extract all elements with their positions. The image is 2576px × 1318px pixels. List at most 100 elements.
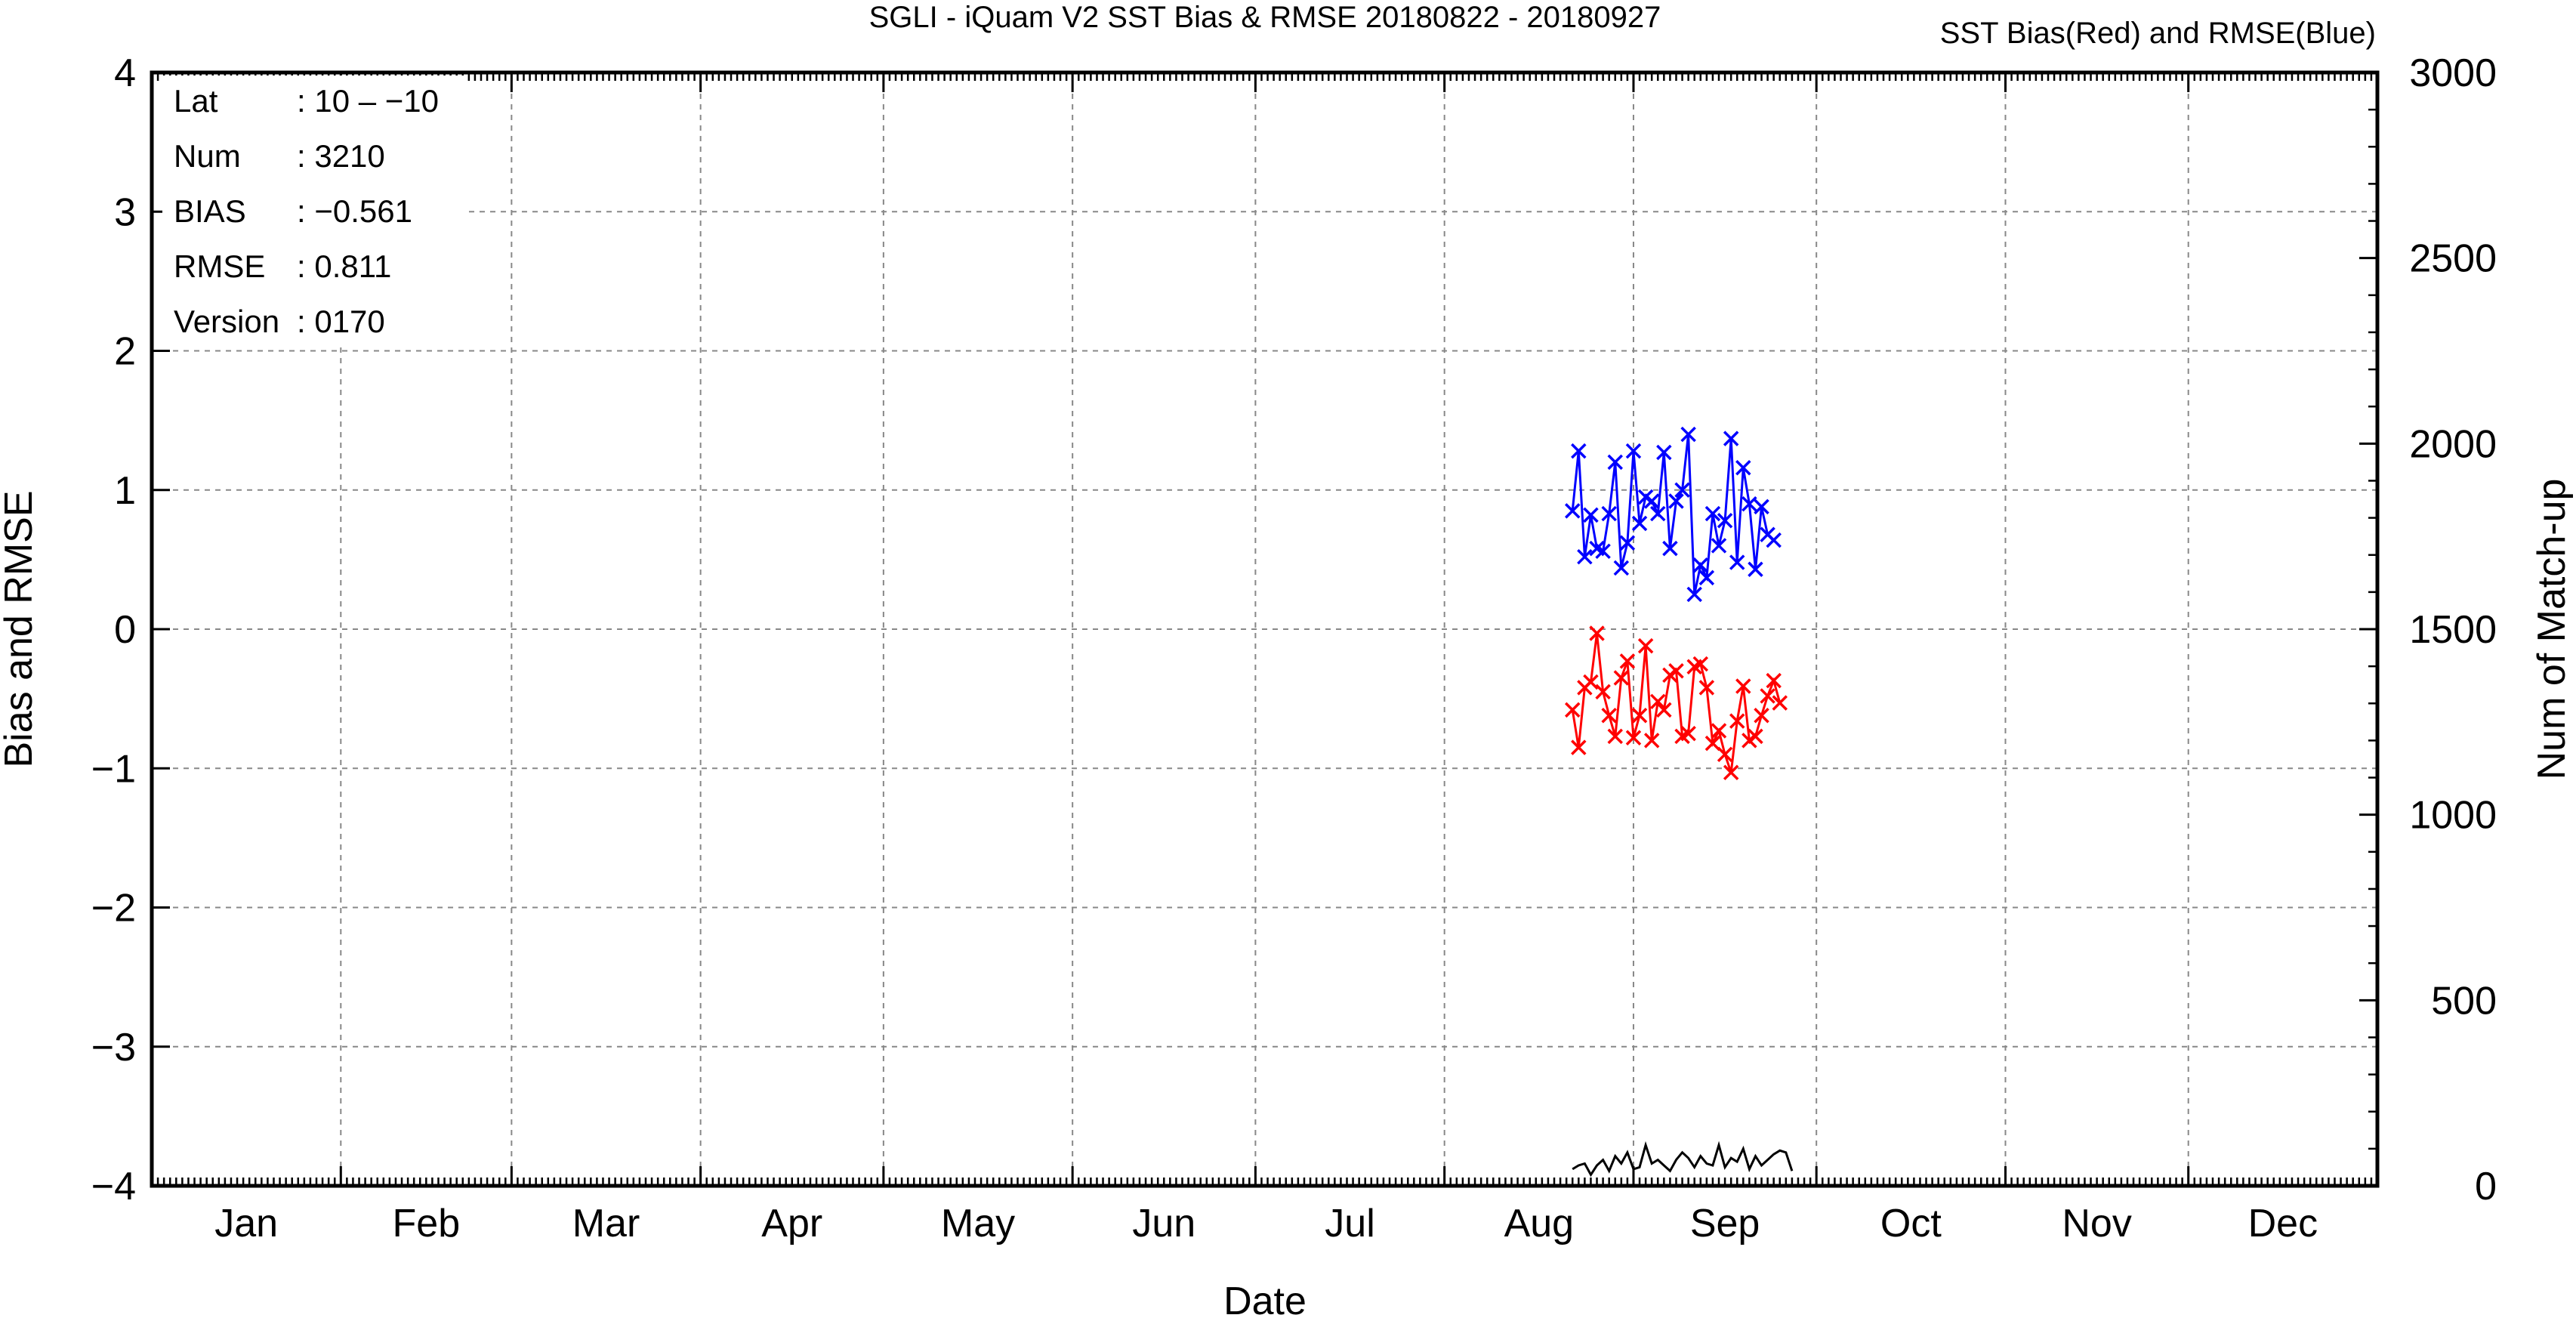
sst-rmse-point [1729,554,1745,570]
sst-rmse-point [1625,443,1642,459]
sst-bias-point [1668,663,1684,679]
y2-tick-label: 1500 [2409,608,2497,652]
sst-bias-point [1595,684,1611,700]
sst-bias-point [1583,674,1599,690]
x-axis-label: Date [1223,1279,1307,1318]
data-series [1565,426,1794,1178]
sst-rmse-point [1735,460,1751,476]
y-tick-label: −4 [91,1165,136,1208]
y-tick-label: 2 [114,330,136,374]
plot-frame [150,70,2380,1188]
sst-rmse-point [1686,586,1702,603]
sst-rmse-point [1662,540,1678,557]
y-tick-label: 0 [114,608,136,652]
sst-bias-point [1625,730,1642,745]
sst-bias-point [1692,656,1709,672]
sst-bias-point [1735,678,1751,694]
sst-rmse-point [1680,426,1696,443]
sst-rmse-point [1631,515,1648,532]
x-tick-label: Dec [2248,1202,2318,1245]
y2-axis-label: Num of Match-up [2530,479,2574,780]
sst-rmse-point [1766,532,1782,548]
sst-rmse-point [1698,569,1715,586]
sst-rmse-point [1619,535,1636,551]
y2-tick-label: 2000 [2409,422,2497,466]
chart-side-title: SST Bias(Red) and RMSE(Blue) [1940,17,2376,50]
sst-bias-point [1711,723,1727,739]
sst-rmse-point [1583,507,1599,523]
num-of-match-up-line [1572,1141,1794,1178]
x-tick-label: Apr [761,1202,822,1245]
y-tick-label: −2 [91,887,136,931]
sst-rmse-point [1613,560,1630,576]
sst-rmse-point [1595,543,1611,560]
sst-bias-point [1589,625,1605,641]
x-tick-label: Sep [1690,1202,1760,1245]
stats-info-value: : 0.811 [297,248,391,284]
x-tick-label: Nov [2062,1202,2131,1245]
sst-bias-point [1656,702,1672,718]
sst-rmse-point [1656,444,1672,461]
y-axis-label: Bias and RMSE [0,490,41,767]
sst-bias-point [1717,746,1733,763]
sst-bias-point [1601,707,1617,724]
sst-rmse-point [1565,503,1581,519]
stats-info-key: RMSE [174,248,265,284]
axis-tick-labels: Jan Feb Mar Apr May Jun Jul Aug Sep Oct Nov Dec 4 3 2 1… [91,51,2497,1245]
stats-info-value: : 0170 [297,304,385,339]
sst-rmse-point [1674,482,1690,498]
grid-lines [152,73,2377,1186]
sst-rmse-point [1692,557,1709,573]
y-tick-label: 3 [114,190,136,234]
sst-rmse-point [1650,505,1666,522]
sst-bias-point [1650,693,1666,710]
sst-rmse-point [1601,505,1617,522]
sst-rmse-point [1748,561,1763,578]
x-tick-label: Jun [1132,1202,1195,1245]
sst-rmse-line [1571,434,1775,595]
sst-bias-point [1766,672,1782,689]
x-tick-label: Oct [1880,1202,1942,1245]
sst-bias-point [1729,713,1745,729]
chart-title: SGLI - iQuam V2 SST Bias & RMSE 20180822… [869,1,1661,34]
sst-bias-point [1643,733,1660,749]
stats-info-background [162,76,464,347]
stats-info-key: Version [174,304,279,339]
sst-bias-line [1571,633,1782,773]
sst-rmse-point [1717,513,1733,529]
sst-bias-point [1754,707,1769,724]
sst-bias-point [1571,739,1587,755]
sst-bias-point [1631,707,1648,724]
y-tick-label: −1 [91,747,136,791]
sst-bias-point [1637,637,1654,654]
sst-bias-point [1613,670,1630,686]
sst-rmse-point [1754,498,1769,515]
stats-info-key: Num [174,138,241,174]
sst-rmse-point [1723,431,1739,446]
x-tick-label: Jul [1325,1202,1374,1245]
sst-rmse-point [1571,443,1587,459]
x-tick-label: Mar [572,1202,640,1245]
sst-bias-point [1619,653,1636,669]
x-tick-label: Feb [393,1202,461,1245]
x-tick-label: May [941,1202,1015,1245]
sst-rmse-point [1643,493,1660,509]
sst-bias-point [1680,725,1696,742]
sst-bias-point [1772,695,1788,711]
y2-tick-label: 2500 [2409,237,2497,281]
stats-info-box: Lat: 10 – −10 Num: 3210 BIAS: −0.561 RMSE: … [162,76,464,347]
y-tick-label: −3 [91,1026,136,1070]
sst-bias-point [1748,728,1763,745]
y2-tick-label: 0 [2475,1165,2497,1208]
sst-bias-point [1565,702,1581,718]
stats-info-key: Lat [174,83,218,119]
y2-tick-label: 1000 [2409,794,2497,838]
sst-bias-point [1704,735,1721,752]
sst-bias-point [1607,728,1623,745]
stats-info-value: : −0.561 [297,193,412,229]
sst-rmse-point [1711,538,1727,554]
stats-info-key: BIAS [174,193,246,229]
x-tick-label: Jan [214,1202,278,1245]
y2-tick-label: 3000 [2409,51,2497,95]
